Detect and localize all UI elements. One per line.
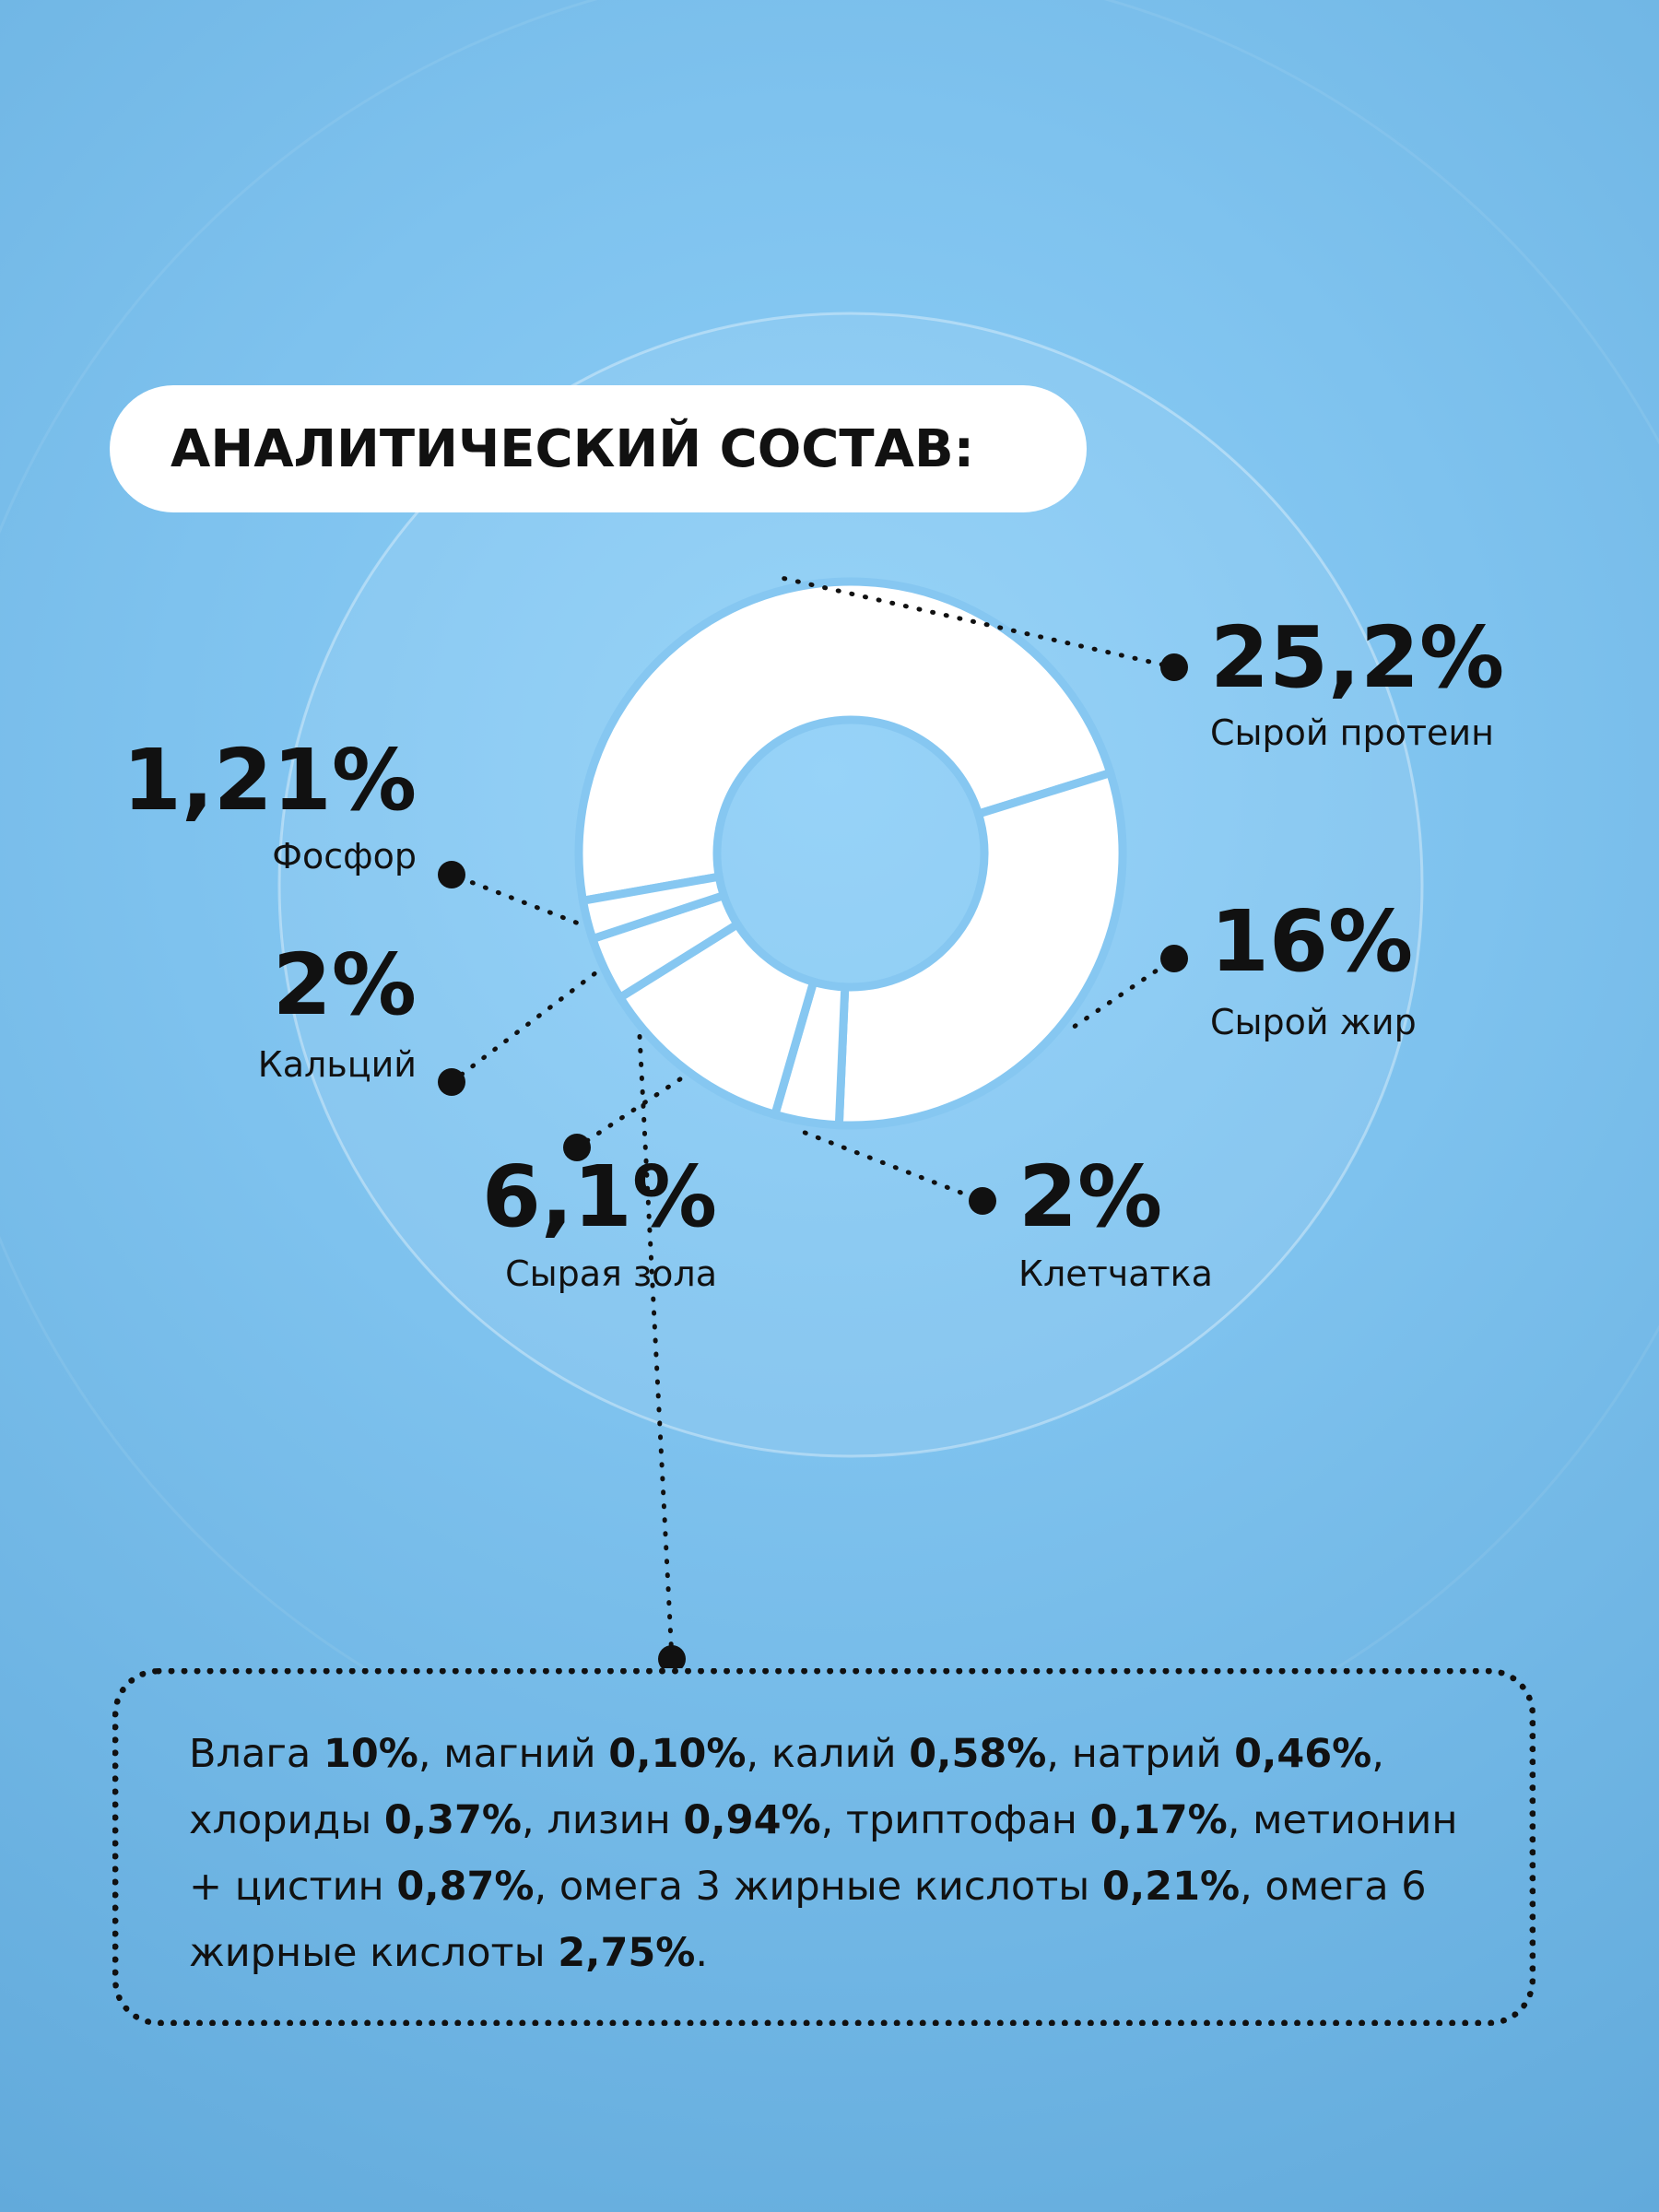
category-label: Сырая зола (505, 1253, 717, 1294)
note-text: 10% (323, 1731, 418, 1777)
category-label: Фосфор (272, 836, 417, 877)
note-text: , омега 3 жирные кислоты (534, 1864, 1102, 1910)
leader-dot (563, 1134, 591, 1161)
donut-slice (574, 577, 1116, 906)
value-label: 6,1% (482, 1147, 717, 1246)
note-text: 2,75% (558, 1930, 696, 1976)
category-label: Клетчатка (1018, 1253, 1213, 1294)
leader-dot (438, 1068, 465, 1096)
note-text: , калий (746, 1731, 910, 1777)
note-text: , триптофан (820, 1797, 1090, 1843)
note-text: . (695, 1930, 709, 1976)
note-text: , омега 6 жирные кислоты (189, 1864, 1427, 1976)
value-label: 2% (273, 935, 417, 1034)
donut-slice (578, 871, 730, 945)
leader-dot (969, 1187, 996, 1215)
note-text: , магний (418, 1731, 609, 1777)
chart-title: АНАЛИТИЧЕСКИЙ СОСТАВ: (171, 418, 975, 479)
note-text: , натрий (1046, 1731, 1235, 1777)
leader-dot (438, 861, 465, 888)
chart: 25,2% Сырой протеин 16% Сырой жир 2% Клетчатк… (122, 312, 1505, 1668)
category-label: Сырой протеин (1210, 712, 1494, 753)
category-label: Сырой жир (1210, 1002, 1417, 1042)
note-text: 0,58% (909, 1731, 1047, 1777)
note-text: Влага (189, 1731, 324, 1777)
note-text: 0,46% (1234, 1731, 1372, 1777)
note-text: 0,10% (608, 1731, 747, 1777)
note-text: 0,94% (683, 1797, 821, 1843)
note-text: , хлориды (189, 1731, 1384, 1843)
note-dot (658, 1645, 686, 1668)
value-label: 2% (1018, 1147, 1162, 1246)
note-text: , метионин + цистин (189, 1797, 1458, 1910)
value-label: 1,21% (123, 731, 417, 830)
leader-dot (1160, 653, 1188, 681)
leader-line (782, 576, 1177, 670)
category-label: Кальций (258, 1044, 417, 1085)
note-text: 0,17% (1089, 1797, 1228, 1843)
leader-line (802, 1130, 985, 1204)
note-text: 0,87% (396, 1864, 535, 1910)
value-label: 25,2% (1210, 608, 1504, 707)
leader-line (449, 872, 579, 925)
donut-slice (834, 767, 1127, 1130)
note-text: 0,21% (1101, 1864, 1241, 1910)
title-pill: АНАЛИТИЧЕСКИЙ СОСТАВ: (110, 385, 1087, 512)
halo (277, 312, 1424, 1458)
value-label: 16% (1210, 892, 1413, 991)
note-text: 0,37% (383, 1797, 523, 1843)
leader-line (449, 971, 597, 1085)
note-text: , лизин (522, 1797, 684, 1843)
leader-dot (1160, 945, 1188, 972)
note-box: Влага 10%, магний 0,10%, калий 0,58%, на… (112, 1668, 1535, 2026)
